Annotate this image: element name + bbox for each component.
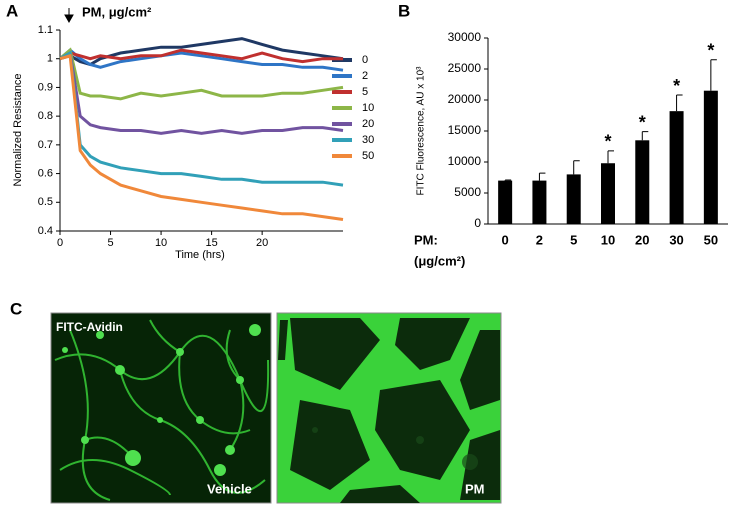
bar [601, 163, 615, 224]
x-tick-label: 30 [669, 232, 683, 247]
legend-label: 50 [362, 150, 374, 162]
error-bar [573, 160, 580, 175]
y-tick-label: 0.8 [38, 110, 53, 122]
legend-label: 30 [362, 134, 374, 146]
y-tick-label: 30000 [448, 30, 482, 44]
legend-label: 2 [362, 70, 368, 82]
y-tick-label: 5000 [454, 185, 481, 199]
x-tick-label: 5 [570, 232, 577, 247]
bar [566, 174, 581, 224]
y-tick-label: 25000 [448, 61, 482, 75]
y-tick-label: 10000 [448, 154, 482, 168]
x-tick-label: 50 [704, 232, 718, 247]
bar [703, 90, 718, 224]
x-tick-label: 20 [256, 237, 268, 249]
y-axis-label: FITC Fluorescence, AU x 10³ [416, 66, 427, 196]
error-bar [504, 179, 512, 181]
significance-marker: * [639, 112, 646, 132]
line-series [59, 47, 344, 101]
panel-label: A [6, 1, 18, 20]
error-bar [538, 172, 546, 181]
line-series [59, 48, 343, 64]
legend-label: 20 [362, 118, 374, 130]
x-tick-label: 10 [155, 237, 167, 249]
y-tick-label: 20000 [448, 92, 482, 106]
y-tick-label: 1.1 [38, 24, 53, 36]
y-tick-label: 15000 [448, 123, 482, 137]
error-bar [641, 131, 649, 141]
legend-label: 10 [362, 102, 374, 114]
panel-label: C [10, 299, 22, 318]
legend-label: 5 [362, 86, 368, 98]
x-axis-label: PM: [414, 232, 438, 247]
bar [498, 180, 513, 224]
line-series [59, 50, 344, 187]
micrograph-pm [276, 312, 502, 504]
bar [532, 180, 547, 224]
panel-label: B [398, 1, 410, 20]
line-series [59, 50, 344, 135]
bar [635, 140, 650, 224]
image-label: PM [465, 481, 485, 496]
micrograph-vehicle [50, 312, 272, 504]
stain-label: FITC-Avidin [56, 320, 123, 334]
y-axis-label: Normalized Resistance [12, 73, 24, 186]
y-tick-label: 0 [474, 216, 481, 230]
image-label: Vehicle [207, 481, 252, 496]
line-series [59, 48, 344, 72]
y-tick-label: 0.6 [38, 167, 53, 179]
x-tick-label: 20 [635, 232, 649, 247]
line-series [59, 53, 344, 221]
y-tick-label: 0.5 [38, 196, 53, 208]
x-tick-label: 5 [107, 237, 113, 249]
x-tick-label: 0 [57, 237, 63, 249]
x-tick-label: 2 [536, 232, 543, 247]
bar [669, 111, 684, 224]
y-tick-label: 0.9 [38, 81, 53, 93]
significance-marker: * [673, 76, 680, 96]
arrow [64, 8, 74, 24]
legend-label: 0 [362, 54, 368, 66]
x-axis-label: Time (hrs) [175, 249, 225, 261]
significance-marker: * [604, 132, 611, 152]
significance-marker: * [707, 40, 714, 60]
error-bar [710, 59, 717, 91]
y-tick-label: 0.7 [38, 139, 53, 151]
error-bar [676, 94, 683, 112]
y-tick-label: 1 [47, 53, 53, 65]
annotation: PM, μg/cm² [82, 4, 152, 19]
y-tick-label: 0.4 [38, 225, 53, 237]
x-tick-label: 15 [205, 237, 217, 249]
x-axis-unit: (μg/cm²) [414, 253, 465, 268]
error-bar [607, 150, 614, 164]
x-tick-label: 0 [502, 232, 509, 247]
x-tick-label: 10 [601, 232, 615, 247]
